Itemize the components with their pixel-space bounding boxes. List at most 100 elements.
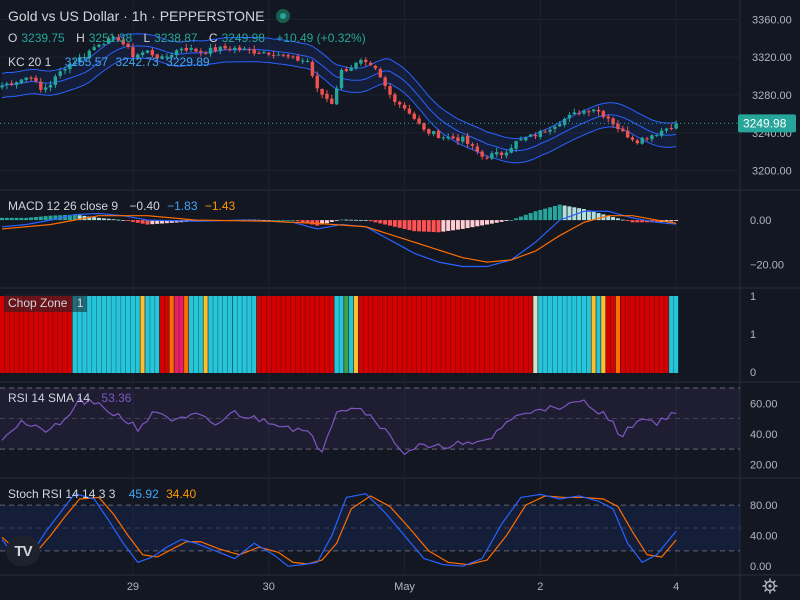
- macd-histogram-bar: [324, 220, 329, 224]
- candle-body: [82, 57, 87, 59]
- candle-body: [63, 69, 67, 71]
- stoch-k-line: [1, 492, 677, 567]
- price-axis-tick: 3360.00: [752, 14, 792, 26]
- candle-body: [659, 130, 664, 136]
- candle-body: [281, 54, 285, 56]
- macd-histogram-bar: [625, 220, 630, 221]
- candle-body: [233, 47, 237, 50]
- macd-histogram-bar: [43, 216, 48, 221]
- macd-histogram-bar: [24, 217, 29, 221]
- high-value: 3251.38: [88, 31, 133, 45]
- chop-axis-tick: 1: [750, 291, 756, 303]
- macd-histogram-bar: [344, 219, 349, 221]
- candle-body: [14, 82, 19, 85]
- stoch-axis-tick: 40.00: [750, 531, 778, 543]
- macd-histogram-bar: [130, 220, 135, 222]
- macd-line-value: −1.83: [167, 199, 198, 213]
- macd-histogram-bar: [29, 217, 34, 221]
- candle-body: [267, 52, 271, 55]
- macd-histogram-bar: [591, 211, 596, 221]
- macd-histogram-bar: [630, 220, 635, 223]
- rsi-axis-tick: 40.00: [750, 429, 778, 441]
- chop-zone-legend[interactable]: Chop Zone 1: [4, 294, 88, 312]
- chop-zone-bar: [348, 296, 354, 373]
- candle-body: [558, 124, 562, 127]
- candle-body: [548, 129, 552, 132]
- macd-histogram-bar: [392, 220, 397, 227]
- macd-histogram-bar: [606, 215, 611, 221]
- candle-body: [538, 130, 543, 137]
- kc-mid-value: 3242.73: [115, 55, 159, 69]
- macd-histogram-bar: [126, 220, 131, 221]
- candle-body: [364, 59, 368, 63]
- candle-body: [490, 153, 494, 159]
- symbol-title[interactable]: Gold vs US Dollar · 1h · PEPPERSTONE: [8, 8, 294, 24]
- macd-histogram-bar: [33, 217, 38, 221]
- candle-body: [655, 135, 659, 137]
- macd-histogram-bar: [383, 220, 388, 225]
- macd-histogram-bar: [145, 220, 150, 225]
- macd-histogram-bar: [291, 220, 295, 221]
- candle-body: [68, 63, 72, 70]
- macd-histogram-bar: [261, 219, 266, 221]
- candle-body: [509, 148, 513, 153]
- macd-histogram-bar: [329, 220, 334, 222]
- macd-histogram-bar: [266, 220, 271, 221]
- tradingview-logo-icon[interactable]: TV: [6, 536, 40, 566]
- macd-histogram-bar: [417, 220, 422, 232]
- macd-histogram-bar: [465, 220, 470, 229]
- macd-histogram-bar: [664, 220, 669, 222]
- stoch-rsi-legend[interactable]: Stoch RSI 14 14 3 3 45.92 34.40: [8, 486, 200, 502]
- macd-histogram-bar: [334, 220, 339, 221]
- candle-body: [131, 47, 135, 58]
- macd-histogram-bar: [538, 209, 543, 221]
- candle-body: [218, 46, 222, 51]
- high-label: H: [76, 31, 85, 45]
- candle-body: [208, 47, 213, 54]
- candle-body: [383, 77, 387, 87]
- candle-body: [150, 50, 155, 56]
- macd-histogram-bar: [388, 220, 392, 226]
- eye-icon[interactable]: [276, 9, 291, 23]
- gear-icon[interactable]: [762, 578, 778, 594]
- macd-legend[interactable]: MACD 12 26 close 9 −0.40 −1.83 −1.43: [8, 198, 239, 214]
- macd-histogram-bar: [557, 204, 562, 221]
- stoch-k-value: 45.92: [128, 487, 159, 501]
- stoch-d-value: 34.40: [166, 487, 197, 501]
- candle-body: [262, 52, 266, 54]
- candle-body: [553, 126, 557, 129]
- last-price-label: 3249.98: [743, 116, 787, 130]
- macd-histogram-bar: [160, 220, 165, 224]
- macd-histogram-bar: [402, 220, 407, 229]
- macd-axis-tick: 0.00: [750, 215, 771, 227]
- candle-body: [286, 55, 290, 57]
- macd-histogram-bar: [363, 220, 368, 221]
- candle-body: [524, 137, 528, 141]
- rsi-band-fill: [0, 388, 740, 450]
- kc-legend[interactable]: KC 20 1 3255.57 3242.73 3229.89: [8, 54, 214, 70]
- candle-body: [87, 50, 91, 59]
- candle-body: [213, 47, 218, 52]
- chop-zone-bar: [601, 296, 606, 373]
- macd-histogram-bar: [533, 211, 538, 221]
- candle-body: [194, 48, 198, 52]
- candle-body: [43, 87, 48, 90]
- macd-histogram-bar: [470, 220, 475, 228]
- candle-body: [359, 59, 363, 64]
- candle-body: [640, 137, 644, 144]
- rsi-axis-tick: 20.00: [750, 459, 778, 471]
- chop-zone-label: Chop Zone: [8, 296, 68, 310]
- candle-body: [184, 47, 188, 51]
- macd-histogram-bar: [562, 205, 567, 221]
- macd-histogram-bar: [436, 220, 441, 233]
- macd-signal-value: −1.43: [204, 199, 236, 213]
- rsi-legend[interactable]: RSI 14 SMA 14 53.36: [8, 390, 135, 406]
- candle-body: [10, 83, 14, 85]
- macd-histogram-bar: [485, 220, 489, 225]
- candle-body: [519, 139, 523, 141]
- candle-body: [77, 57, 82, 62]
- macd-histogram-bar: [460, 220, 465, 229]
- macd-histogram-bar: [19, 217, 24, 221]
- macd-histogram-bar: [77, 215, 82, 221]
